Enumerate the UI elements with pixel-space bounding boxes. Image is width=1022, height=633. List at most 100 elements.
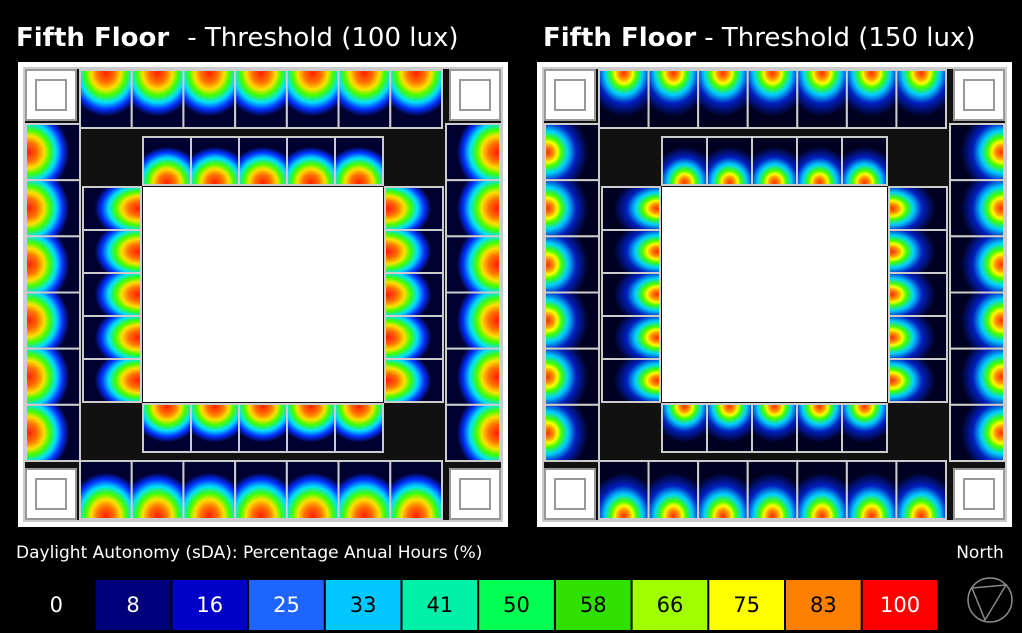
legend-label: 41 [426,593,453,617]
core-inner [36,479,66,509]
room [191,404,239,452]
room [752,404,797,452]
room [239,137,287,185]
room [950,236,1004,292]
room [545,180,599,236]
core-inner [964,479,994,509]
atrium [662,187,887,402]
room [385,316,443,359]
room [797,70,847,128]
room [698,461,748,519]
room [602,187,660,230]
room [842,404,887,452]
room [748,70,798,128]
core-inner [460,80,490,110]
room [83,316,141,359]
room [83,359,141,402]
room [26,236,80,292]
room [545,236,599,292]
room [26,180,80,236]
room [545,124,599,180]
room [950,349,1004,405]
room [889,230,947,273]
room [287,461,339,519]
core-inner [555,479,585,509]
title-rest: - Threshold (150 lux) [704,23,975,53]
room [842,137,887,185]
legend-label: 75 [733,593,760,617]
legend-label: 58 [580,593,607,617]
room [446,180,500,236]
room [26,124,80,180]
room [446,293,500,349]
room [26,405,80,461]
room [446,236,500,292]
room [599,461,649,519]
room [950,293,1004,349]
room [390,70,442,128]
room [602,316,660,359]
room [26,293,80,349]
legend-label: 25 [273,593,300,617]
core-inner [460,479,490,509]
panel-title: Fifth Floor - Threshold (100 lux) [16,23,459,53]
room [335,404,383,452]
room [26,349,80,405]
room [889,187,947,230]
room [390,461,442,519]
room [83,187,141,230]
title-bold: Fifth Floor [16,23,169,53]
room [950,124,1004,180]
panel-title: Fifth Floor- Threshold (150 lux) [543,23,976,53]
room [287,404,335,452]
legend-label: 0 [50,593,63,617]
room [889,273,947,316]
room [599,70,649,128]
legend-label: 83 [810,593,837,617]
room [748,461,798,519]
floor-plan [537,62,1012,527]
room [339,70,391,128]
legend-label: 33 [350,593,377,617]
room [602,359,660,402]
room [847,70,897,128]
room [896,70,946,128]
legend-label: 16 [196,593,223,617]
core-inner [36,80,66,110]
room [83,273,141,316]
room [950,180,1004,236]
room [235,461,287,519]
room [143,137,191,185]
core-inner [555,80,585,110]
legend-label: 66 [657,593,684,617]
room [385,187,443,230]
room [385,230,443,273]
legend-label: 100 [880,593,920,617]
room [649,461,699,519]
page: Fifth Floor - Threshold (100 lux) Fifth F… [0,0,1022,633]
room [545,405,599,461]
room [662,137,707,185]
room [287,70,339,128]
room [889,316,947,359]
room [707,404,752,452]
room [602,273,660,316]
room [545,349,599,405]
room [80,70,132,128]
title-rest: - Threshold (100 lux) [187,23,458,53]
room [797,137,842,185]
atrium [143,187,383,402]
room [698,70,748,128]
core-inner [964,80,994,110]
legend-title: Daylight Autonomy (sDA): Percentage Anua… [16,543,482,563]
room [446,124,500,180]
room [191,137,239,185]
room [896,461,946,519]
room [335,137,383,185]
room [132,461,184,519]
compass-label: North [956,543,1004,563]
room [339,461,391,519]
room [235,70,287,128]
legend-label: 8 [126,593,139,617]
room [183,70,235,128]
